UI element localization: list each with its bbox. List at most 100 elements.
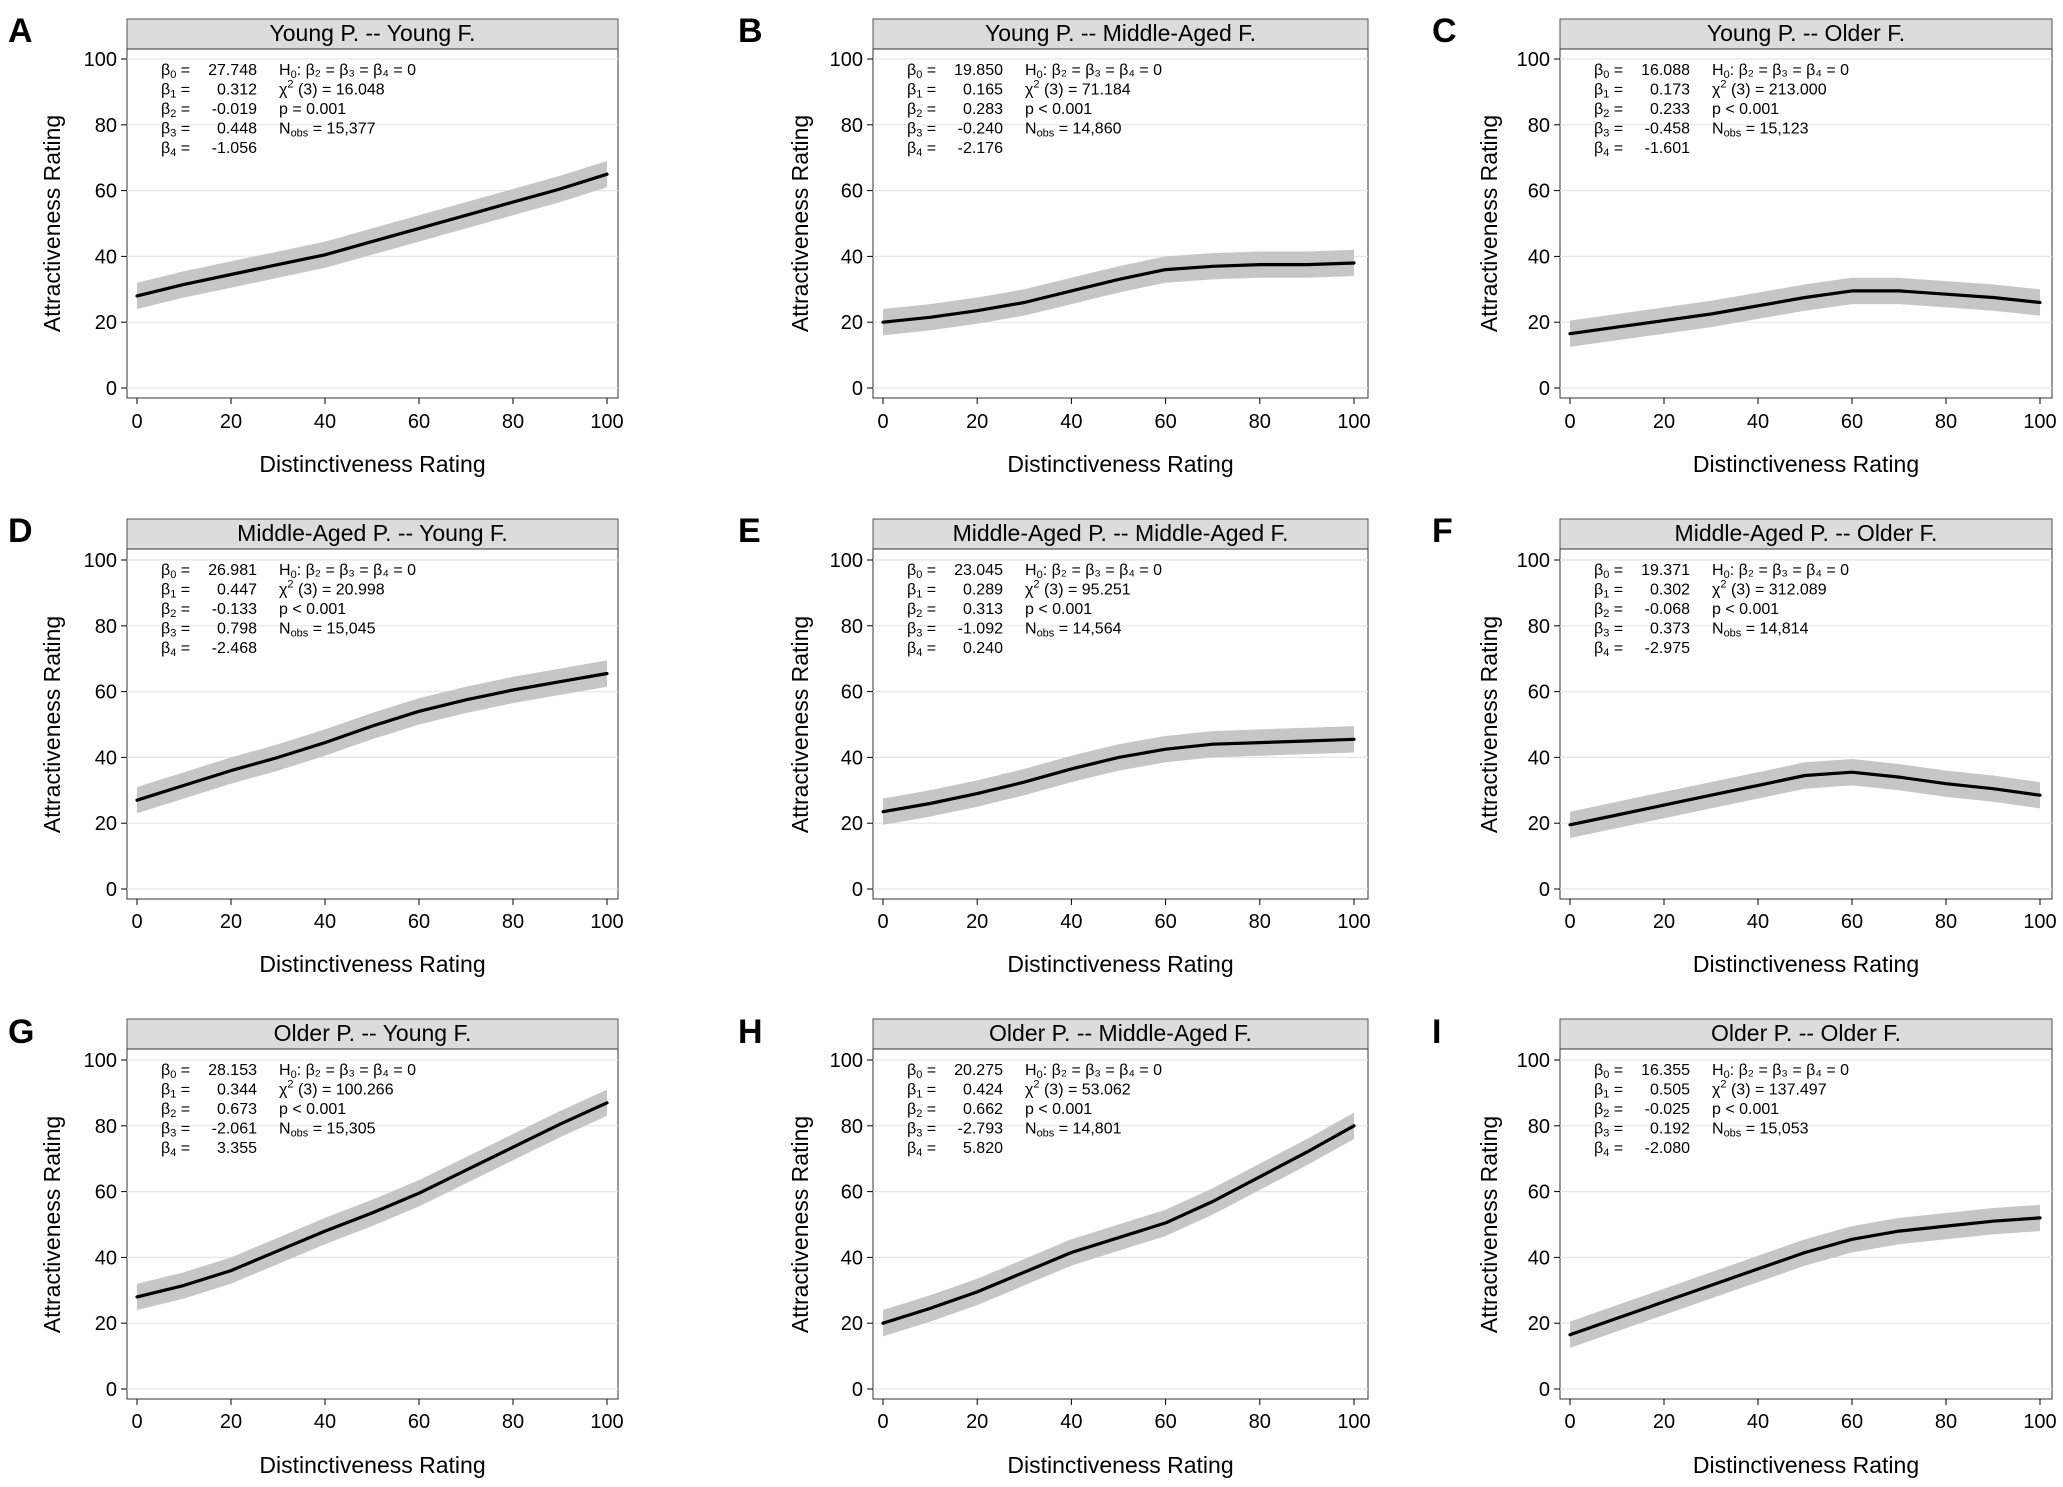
panel-title-strip [1559, 518, 2053, 550]
x-tick-label: 100 [1337, 1411, 1370, 1433]
stat-beta-1: β1 = [907, 582, 936, 601]
stat-n-value: 14,801 [1073, 1121, 1122, 1138]
y-tick-label: 80 [1528, 115, 1550, 137]
stat-chi2-value: 213.000 [1769, 82, 1827, 99]
stat-beta-0: β0 = [161, 1062, 190, 1081]
x-tick-label: 20 [1653, 1411, 1675, 1433]
x-tick-label: 40 [1747, 1411, 1769, 1433]
y-tick-label: 60 [1528, 682, 1550, 704]
y-tick-label: 60 [95, 181, 117, 203]
y-tick-label: 60 [1528, 181, 1550, 203]
stat-beta-2: β2 = [907, 101, 936, 120]
stat-beta-value-4: -1.056 [212, 140, 257, 157]
x-tick-label: 100 [590, 1411, 623, 1433]
stat-beta-value-2: -0.025 [1645, 1101, 1690, 1118]
stat-beta-value-2: -0.068 [1645, 601, 1690, 618]
x-tick-label: 0 [877, 411, 888, 433]
x-tick-label: 20 [220, 1411, 242, 1433]
y-tick-label: 0 [852, 879, 863, 901]
panel-letter: G [8, 1013, 34, 1051]
stat-chi2: χ2 (3) = 95.251 [1025, 579, 1131, 599]
y-axis-label: Attractiveness Rating [1476, 616, 1502, 833]
series-line [881, 261, 1356, 324]
x-tick-label: 20 [220, 411, 242, 433]
y-tick-label: 40 [95, 246, 117, 268]
stat-beta-0: β0 = [161, 62, 190, 81]
stat-chi2-value: 137.497 [1769, 1082, 1827, 1099]
y-tick-label: 60 [841, 1182, 863, 1204]
stat-beta-2: β2 = [161, 101, 190, 120]
stat-beta-value-4: -2.176 [958, 140, 1003, 157]
panel-title: Young P. -- Older F. [1707, 20, 1905, 46]
panel-title-strip [126, 18, 619, 50]
stat-p: p < 0.001 [1712, 101, 1779, 118]
stat-beta-1: β1 = [161, 582, 190, 601]
stat-beta-1: β1 = [1594, 582, 1623, 601]
stat-beta-3: β3 = [907, 1121, 936, 1140]
stat-n: Nobs = 14,801 [1025, 1121, 1122, 1140]
plot-frame [1559, 48, 2053, 399]
x-tick-label: 60 [1841, 1411, 1863, 1433]
stat-beta-value-2: -0.133 [212, 601, 257, 618]
y-tick-label: 0 [106, 879, 117, 901]
stat-beta-3: β3 = [161, 1121, 190, 1140]
stat-n-value: 14,860 [1073, 121, 1122, 138]
stat-chi2-value: 100.266 [336, 1082, 394, 1099]
x-tick-label: 0 [1564, 1411, 1575, 1433]
stat-beta-4: β4 = [907, 1140, 936, 1159]
panel-e: E Middle-Aged P. -- Middle-Aged F. 0 20 40 60… [738, 512, 1371, 977]
y-tick-label: 100 [830, 49, 863, 71]
stat-chi2: χ2 (3) = 213.000 [1712, 79, 1827, 99]
x-tick-label: 100 [2023, 911, 2056, 933]
stat-beta-value-4: 5.820 [963, 1140, 1003, 1157]
stat-beta-3: β3 = [907, 121, 936, 140]
x-tick-label: 20 [966, 911, 988, 933]
stat-beta-2: β2 = [161, 601, 190, 620]
panel-d: D Middle-Aged P. -- Young F. 0 20 40 60 80 100 0… [8, 512, 624, 977]
stat-beta-value-0: 20.275 [954, 1062, 1003, 1079]
stat-chi2-value: 312.089 [1769, 582, 1827, 599]
stat-chi2-value: 20.998 [336, 582, 385, 599]
y-tick-label: 40 [95, 1247, 117, 1269]
stat-beta-3: β3 = [161, 121, 190, 140]
x-tick-label: 80 [1935, 1411, 1957, 1433]
y-tick-label: 100 [84, 49, 117, 71]
stat-h0: H0: β₂ = β₃ = β₄ = 0 [1025, 62, 1162, 81]
stat-beta-value-4: 0.240 [963, 640, 1003, 657]
stat-h0: H0: β₂ = β₃ = β₄ = 0 [279, 562, 416, 581]
stat-p: p < 0.001 [1025, 1101, 1092, 1118]
stat-beta-4: β4 = [161, 140, 190, 159]
stat-beta-2: β2 = [907, 1101, 936, 1120]
stat-beta-0: β0 = [1594, 1062, 1623, 1081]
series-line [881, 737, 1356, 814]
y-tick-label: 40 [841, 1247, 863, 1269]
stat-beta-value-1: 0.424 [963, 1082, 1003, 1099]
stat-beta-4: β4 = [1594, 1140, 1623, 1159]
stat-n-value: 15,123 [1760, 121, 1809, 138]
stat-chi2: χ2 (3) = 20.998 [279, 579, 385, 599]
stat-beta-value-0: 19.371 [1641, 562, 1690, 579]
stat-beta-value-0: 28.153 [208, 1062, 257, 1079]
stat-n: Nobs = 15,045 [279, 621, 376, 640]
x-tick-label: 100 [1337, 911, 1370, 933]
stat-n: Nobs = 14,564 [1025, 621, 1122, 640]
plot-frame [872, 548, 1369, 900]
panel-b: B Young P. -- Middle-Aged F. 0 20 40 60 80 100 0… [738, 12, 1371, 477]
x-tick-label: 0 [131, 411, 142, 433]
x-axis-label: Distinctiveness Rating [259, 1452, 485, 1478]
stat-chi2-value: 16.048 [336, 82, 385, 99]
series-line [881, 1124, 1356, 1325]
confidence-band [137, 660, 607, 814]
confidence-band [1570, 759, 2040, 838]
stat-n-value: 15,305 [327, 1121, 376, 1138]
y-axis-label: Attractiveness Rating [39, 616, 65, 833]
stat-chi2-value: 95.251 [1082, 582, 1131, 599]
x-axis-label: Distinctiveness Rating [1007, 951, 1233, 977]
stat-beta-value-3: 0.192 [1650, 1121, 1690, 1138]
stat-beta-value-1: 0.344 [217, 1082, 257, 1099]
stat-beta-1: β1 = [907, 82, 936, 101]
y-tick-label: 100 [830, 1050, 863, 1072]
y-tick-label: 80 [95, 616, 117, 638]
confidence-band [1570, 277, 2040, 347]
